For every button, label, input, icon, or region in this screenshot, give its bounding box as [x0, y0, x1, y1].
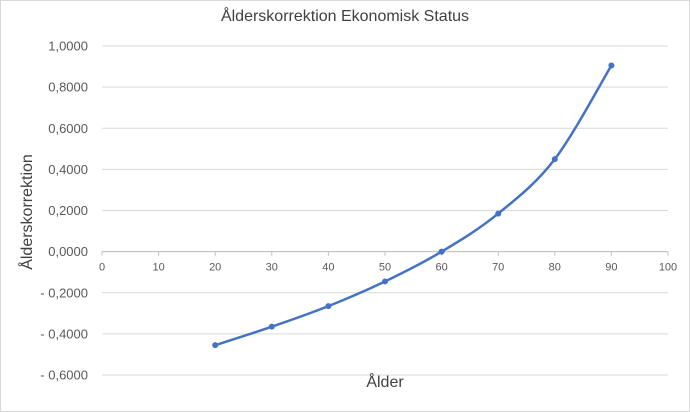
- y-tick-label: - 0,2000: [40, 285, 88, 300]
- y-tick-label: 0,0000: [48, 244, 88, 259]
- data-point: [212, 342, 219, 349]
- x-tick-label: 30: [266, 262, 278, 274]
- y-tick-label: - 0,6000: [40, 368, 88, 383]
- y-tick-label: 0,8000: [48, 80, 88, 95]
- x-tick-label: 60: [435, 262, 447, 274]
- x-tick-label: 80: [549, 262, 561, 274]
- y-axis-label: Ålderskorrektion: [19, 154, 36, 270]
- data-point: [551, 156, 558, 163]
- x-tick-label: 90: [605, 262, 617, 274]
- data-point: [608, 62, 615, 69]
- series-line: [213, 64, 613, 347]
- y-tick-label: 1,0000: [48, 39, 88, 54]
- x-tick-label: 20: [209, 262, 221, 274]
- data-point: [325, 303, 332, 310]
- y-tick-label: 0,2000: [48, 203, 88, 218]
- y-tick-label: 0,6000: [48, 121, 88, 136]
- data-point: [268, 323, 275, 330]
- y-tick-label: - 0,4000: [40, 326, 88, 341]
- x-tick-label: 10: [152, 262, 164, 274]
- x-tick-label: 50: [379, 262, 391, 274]
- x-axis-label: Ålder: [366, 374, 404, 391]
- data-point: [382, 278, 388, 285]
- data-point: [438, 248, 445, 255]
- x-tick-label: 70: [492, 262, 504, 274]
- x-tick-label: 40: [322, 262, 334, 274]
- y-tick-label: 0,4000: [48, 162, 88, 177]
- x-tick-label: 100: [659, 262, 677, 274]
- x-tick-label: 0: [99, 262, 105, 274]
- chart-title: Ålderskorrektion Ekonomisk Status: [220, 8, 470, 25]
- data-point: [495, 210, 502, 217]
